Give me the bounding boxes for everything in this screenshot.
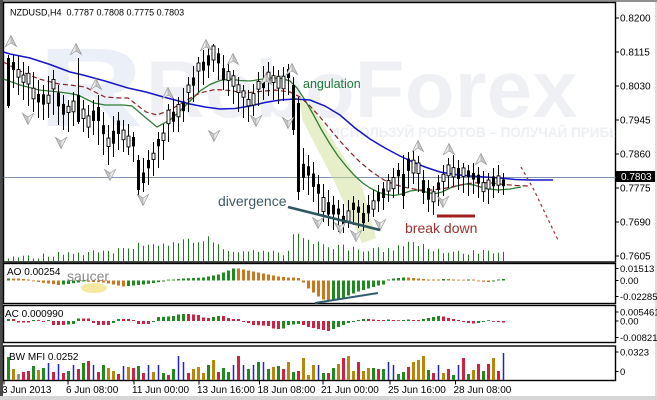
svg-text:13 Jun 16:00: 13 Jun 16:00 [197,385,255,396]
svg-text:AO 0.00254: AO 0.00254 [7,267,61,278]
svg-text:-0.02285: -0.02285 [620,292,657,303]
svg-text:NZDUSD,H4 0.7787 0.7808 0.777: NZDUSD,H4 0.7787 0.7808 0.7775 0.7803 [10,8,184,18]
svg-text:28 Jun 08:00: 28 Jun 08:00 [454,385,512,396]
svg-text:11 Jun 00:00: 11 Jun 00:00 [132,385,190,396]
svg-text:6 Jun 08:00: 6 Jun 08:00 [66,385,119,396]
svg-text:0.7945: 0.7945 [620,116,651,127]
svg-text:-0.00821: -0.00821 [620,333,657,344]
svg-text:0.0323: 0.0323 [620,348,649,359]
svg-text:saucer: saucer [67,268,109,284]
svg-text:0.7775: 0.7775 [620,184,651,195]
svg-text:0: 0 [620,367,625,378]
svg-text:21 Jun 00:00: 21 Jun 00:00 [321,385,379,396]
svg-text:0.7605: 0.7605 [620,252,651,263]
svg-text:0.00: 0.00 [620,317,639,328]
svg-text:AC 0.000990: AC 0.000990 [5,309,64,320]
svg-text:BW MFI 0.0252: BW MFI 0.0252 [9,352,79,363]
svg-text:0.8200: 0.8200 [620,14,651,25]
svg-text:0.7803: 0.7803 [621,172,652,183]
svg-text:break down: break down [405,220,477,236]
svg-text:0.005461: 0.005461 [620,308,657,319]
svg-text:divergence: divergence [218,193,287,209]
svg-text:angulation: angulation [303,77,361,91]
svg-text:0.01513: 0.01513 [620,264,654,275]
svg-text:0.7690: 0.7690 [620,218,651,229]
svg-text:3 Jun 2013: 3 Jun 2013 [2,385,52,396]
svg-text:25 Jun 16:00: 25 Jun 16:00 [388,385,446,396]
svg-text:0.00: 0.00 [620,276,639,287]
svg-text:0.7860: 0.7860 [620,150,651,161]
svg-text:0.8115: 0.8115 [620,48,650,59]
svg-text:ИСПОЛЬЗУЙ РОБОТОВ – ПОЛУЧАЙ ПР: ИСПОЛЬЗУЙ РОБОТОВ – ПОЛУЧАЙ ПРИБЫЛЬ [330,125,642,140]
svg-text:0.8030: 0.8030 [620,82,651,93]
svg-text:18 Jun 08:00: 18 Jun 08:00 [258,385,316,396]
